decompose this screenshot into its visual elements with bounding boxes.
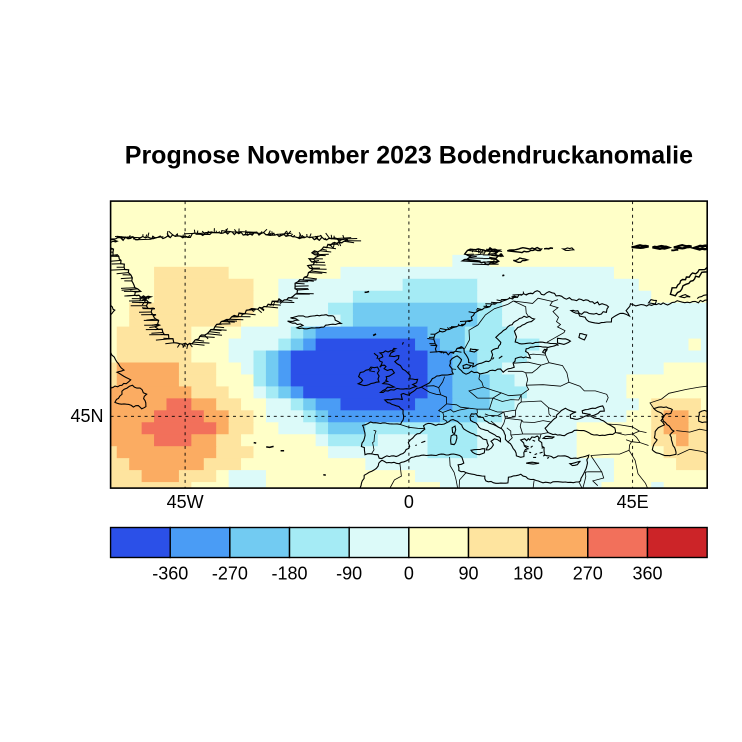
svg-text:90: 90 <box>458 564 478 584</box>
svg-text:180: 180 <box>513 564 543 584</box>
svg-text:-360: -360 <box>152 564 188 584</box>
svg-text:45E: 45E <box>617 492 649 512</box>
svg-text:360: 360 <box>632 564 662 584</box>
svg-text:-90: -90 <box>336 564 362 584</box>
svg-text:0: 0 <box>404 492 414 512</box>
svg-text:45W: 45W <box>167 492 204 512</box>
svg-text:-180: -180 <box>272 564 308 584</box>
svg-text:0: 0 <box>404 564 414 584</box>
svg-text:270: 270 <box>573 564 603 584</box>
svg-text:Prognose November 2023 Bodendr: Prognose November 2023 Bodendruckanomali… <box>125 142 693 170</box>
svg-text:-270: -270 <box>212 564 248 584</box>
svg-text:45N: 45N <box>70 406 103 426</box>
